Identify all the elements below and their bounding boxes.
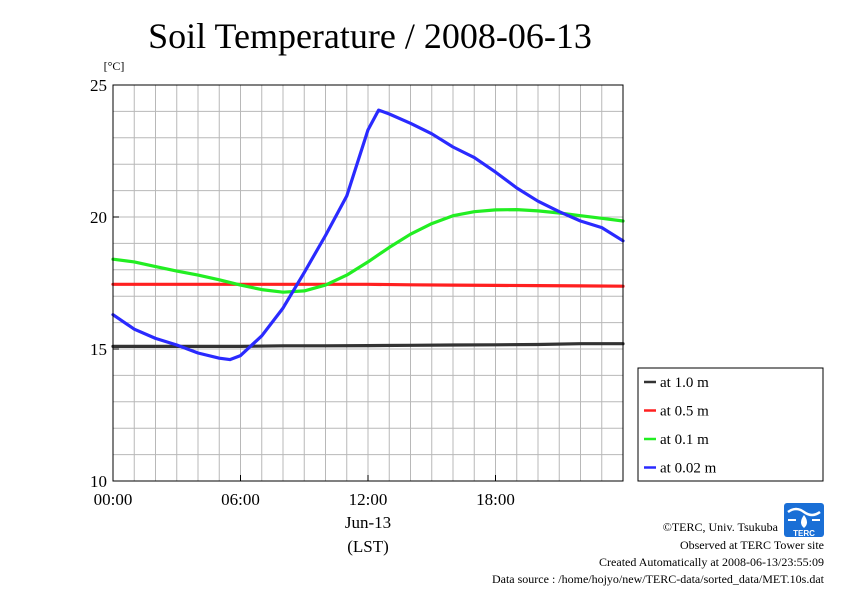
logo-text: TERC (793, 529, 815, 538)
x-tick-label: 12:00 (349, 490, 388, 509)
chart-title: Soil Temperature / 2008-06-13 (148, 16, 592, 56)
terc-logo: TERC (784, 503, 824, 538)
footer-copyright: ©TERC, Univ. Tsukuba (662, 520, 778, 534)
y-tick-label: 10 (90, 472, 107, 491)
y-axis-unit-label: [°C] (104, 59, 125, 73)
legend-box (637, 367, 824, 482)
y-tick-label: 20 (90, 208, 107, 227)
footer-observed: Observed at TERC Tower site (679, 538, 824, 552)
series-line-at-0-5-m (111, 282, 625, 288)
x-axis-date-label: Jun-13 (345, 513, 391, 532)
series-line-at-0-1-m (111, 208, 625, 294)
footer-created: Created Automatically at 2008-06-13/23:5… (599, 555, 824, 569)
x-tick-label: 00:00 (94, 490, 133, 509)
x-axis-unit-label: (LST) (347, 537, 389, 556)
legend-label-at-0-02-m: at 0.02 m (660, 461, 717, 477)
footer-source: Data source : /home/hojyo/new/TERC-data/… (491, 572, 824, 586)
legend: at 1.0 m at 0.5 m at 0.1 m at 0.02 m (637, 367, 824, 482)
x-tick-label: 18:00 (476, 490, 515, 509)
legend-label-at-0-1-m: at 0.1 m (660, 432, 709, 448)
x-axis-ticks: 00:00 06:00 12:00 18:00 (94, 475, 515, 509)
legend-label-at-1-0-m: at 1.0 m (660, 375, 709, 391)
legend-label-at-0-5-m: at 0.5 m (660, 404, 709, 420)
series-layer (111, 108, 625, 362)
series-line-at-0-02-m (111, 108, 625, 362)
y-axis-ticks: 10 15 20 25 (90, 76, 119, 491)
series-line-at-1-0-m (111, 342, 625, 348)
y-tick-label: 25 (90, 76, 107, 95)
y-tick-label: 15 (90, 340, 107, 359)
x-tick-label: 06:00 (221, 490, 260, 509)
